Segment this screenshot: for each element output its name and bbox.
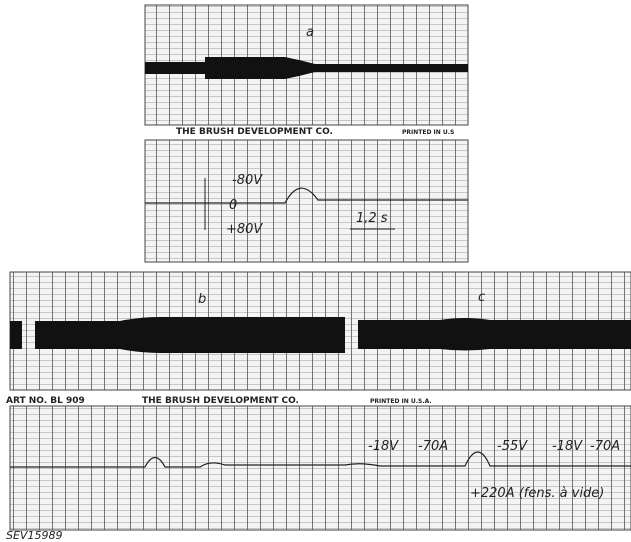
- footer-art: ART NO. BL 909: [6, 396, 85, 406]
- recording-band: [10, 321, 22, 349]
- annotation: 1,2 s: [356, 211, 388, 226]
- footer-printed: PRINTED IN U.S: [402, 129, 454, 136]
- recording-band-b: [35, 317, 345, 353]
- annotation: +220A (fens. à vide): [470, 486, 604, 501]
- annotation: -55V: [497, 439, 528, 454]
- annotation: -18V: [552, 439, 583, 454]
- annotation: -80V: [232, 173, 263, 188]
- grid-panel-bc-trace: [10, 406, 631, 530]
- recording-band-c: [358, 318, 631, 351]
- annotation: -18V: [368, 439, 399, 454]
- annotation: 0: [229, 198, 237, 213]
- figure: a THE BRUSH DEVELOPMENT CO. PRINTED IN U…: [0, 0, 631, 542]
- footer-printed: PRINTED IN U.S.A.: [370, 398, 432, 405]
- caption: SEV15989: [6, 529, 62, 542]
- grid-panel-a-trace: [145, 140, 468, 262]
- panel-label: a: [306, 25, 314, 40]
- footer-company: THE BRUSH DEVELOPMENT CO.: [176, 127, 333, 137]
- annotation: +80V: [226, 222, 263, 237]
- annotation: -70A: [590, 439, 620, 454]
- footer-company: THE BRUSH DEVELOPMENT CO.: [142, 396, 299, 406]
- panel-label: c: [478, 290, 485, 305]
- annotation: -70A: [418, 439, 448, 454]
- page: a THE BRUSH DEVELOPMENT CO. PRINTED IN U…: [0, 0, 631, 542]
- panel-label: b: [198, 292, 206, 307]
